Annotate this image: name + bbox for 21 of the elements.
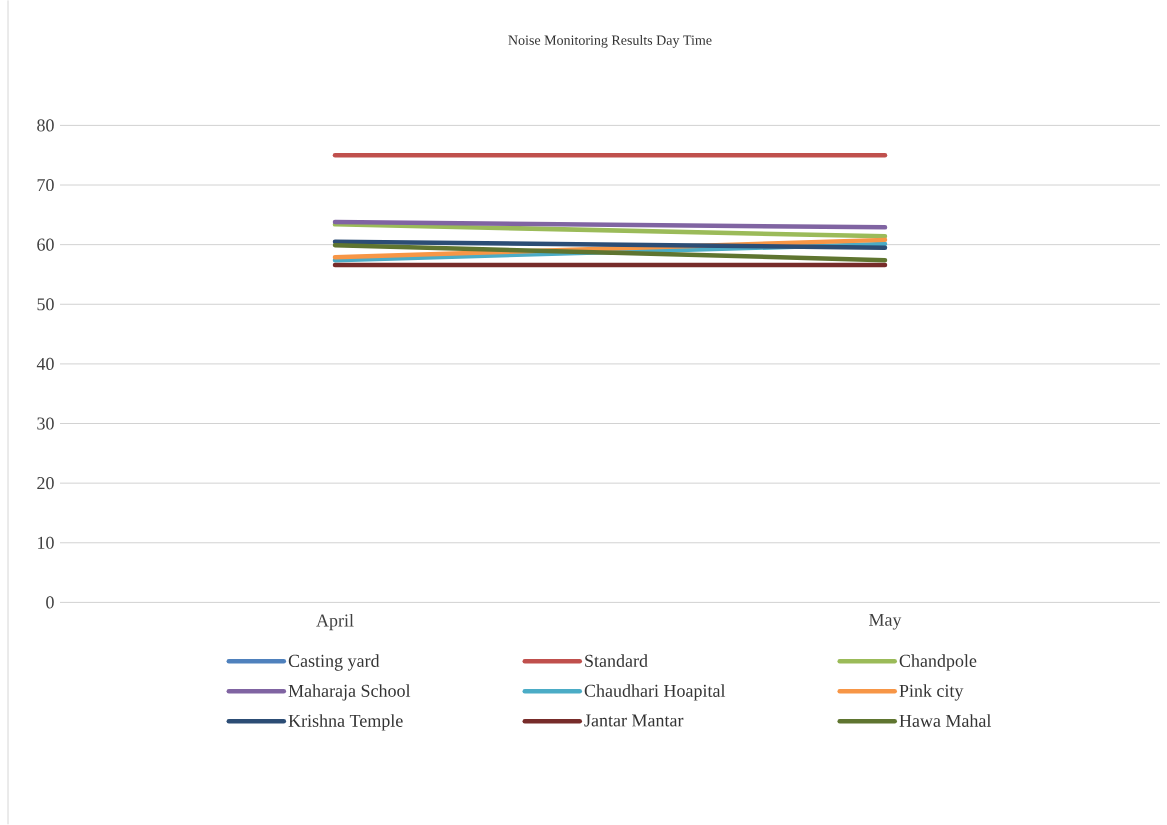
y-tick-label: 30: [37, 417, 54, 430]
legend-label: Casting yard: [288, 654, 380, 671]
legend-label: Chandpole: [899, 654, 977, 671]
y-tick-label: 0: [46, 596, 54, 609]
y-tick-label: 70: [37, 179, 54, 192]
legend-label: Hawa Mahal: [899, 714, 992, 727]
chart-title: Noise Monitoring Results Day Time: [508, 35, 712, 48]
y-tick-label: 10: [38, 536, 54, 549]
y-tick-label: 80: [37, 119, 54, 132]
y-tick-label: 60: [37, 238, 54, 251]
legend-label: Pink city: [899, 684, 964, 701]
legend-label: Jantar Mantar: [584, 714, 684, 727]
legend-label: Chaudhari Hoapital: [584, 684, 726, 701]
y-tick-label: 20: [37, 477, 54, 490]
legend-label: Krishna Temple: [288, 714, 403, 731]
x-tick-label: April: [316, 614, 354, 631]
y-tick-label: 40: [36, 357, 54, 371]
legend-label: Standard: [585, 654, 648, 668]
x-tick-label: May: [869, 614, 902, 630]
legend-label: Maharaja School: [288, 684, 411, 701]
y-tick-label: 50: [37, 298, 54, 311]
